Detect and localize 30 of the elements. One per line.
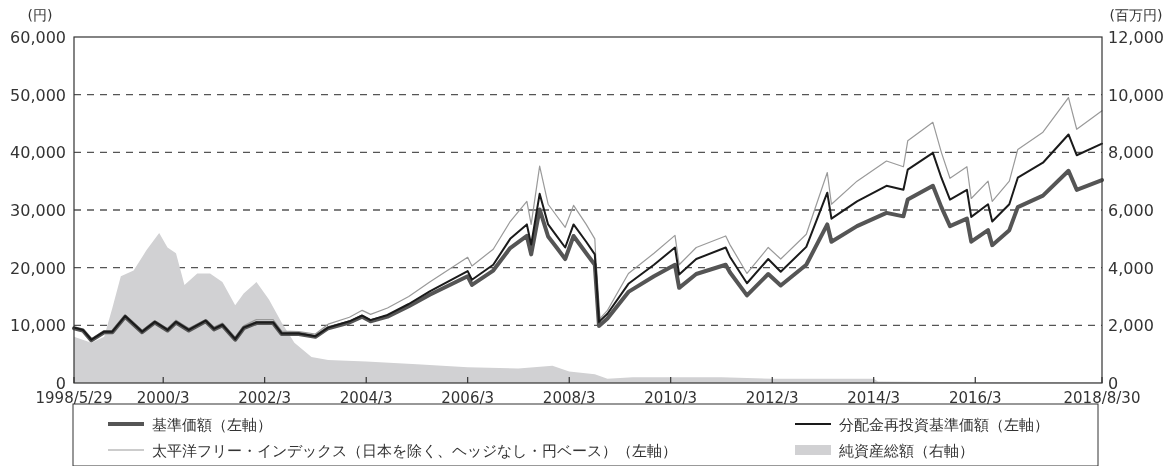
x-tick-label: 2006/3	[441, 389, 495, 407]
y-tick-label: 20,000	[10, 258, 66, 278]
legend-label: 純資産総額（右軸）	[839, 442, 974, 460]
x-tick-label: 2004/3	[339, 389, 393, 407]
legend-label: 基準価額（左軸）	[152, 416, 272, 434]
y2-tick-label: 8,000	[1108, 143, 1154, 163]
x-tick-label: 2002/3	[238, 389, 292, 407]
y-tick-label: 50,000	[10, 85, 66, 105]
y-axis-title: (円)	[27, 7, 53, 23]
y2-tick-label: 2,000	[1108, 316, 1154, 336]
x-tick-label: 2010/3	[644, 389, 698, 407]
x-tick-label: 2000/3	[136, 389, 190, 407]
x-tick-label: 2018/8/30	[1063, 389, 1141, 407]
x-tick-label: 2014/3	[847, 389, 901, 407]
line-series	[73, 133, 1103, 341]
x-tick-label: 2008/3	[542, 389, 596, 407]
y2-tick-label: 12,000	[1108, 28, 1164, 47]
x-tick-label: 2012/3	[745, 389, 799, 407]
x-tick-label: 1998/5/29	[35, 389, 113, 407]
x-tick-label: 2016/3	[948, 389, 1002, 407]
y-tick-label: 30,000	[10, 201, 66, 220]
y-tick-label: 60,000	[10, 28, 66, 47]
y2-tick-label: 6,000	[1108, 201, 1154, 220]
y-tick-label: 10,000	[10, 316, 66, 336]
y-tick-label: 40,000	[10, 143, 66, 163]
legend-label: 分配金再投資基準価額（左軸）	[839, 416, 1049, 434]
y2-tick-label: 10,000	[1108, 85, 1164, 105]
y2-axis-title: (百万円)	[1109, 7, 1163, 23]
legend-label: 太平洋フリー・インデックス（日本を除く、ヘッジなし・円ベース）（左軸）	[152, 442, 677, 460]
y2-tick-label: 4,000	[1108, 258, 1154, 278]
